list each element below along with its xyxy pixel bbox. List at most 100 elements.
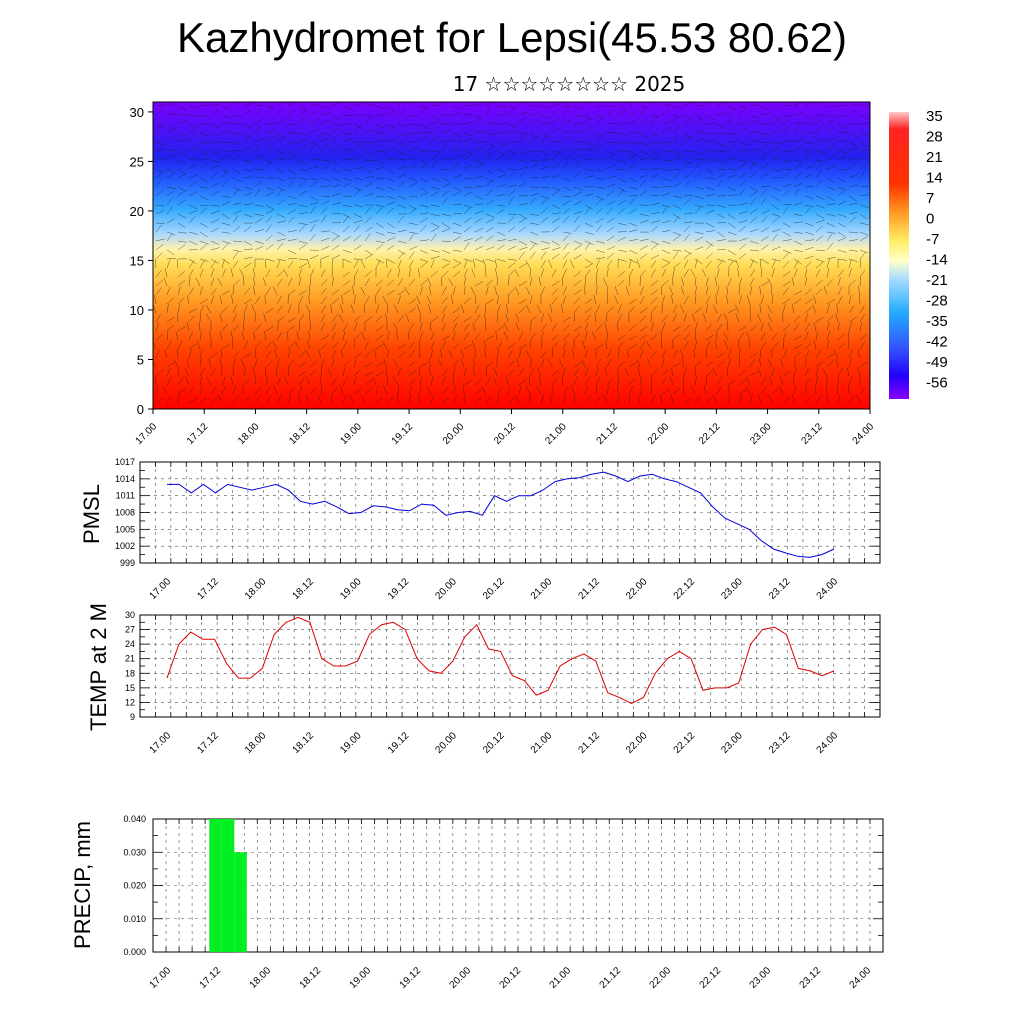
wind-barb: [650, 150, 660, 155]
wind-barb: [408, 350, 415, 359]
wind-barb: [463, 242, 470, 251]
wind-barb: [155, 222, 165, 224]
temp-x-tick-label: 19.12: [386, 730, 412, 756]
wind-barb: [408, 268, 411, 278]
precip-x-tick-label: 21.00: [548, 965, 574, 991]
wind-barb: [636, 259, 641, 269]
wind-barb: [628, 277, 631, 287]
wind-barb: [287, 367, 289, 377]
wind-barb: [680, 304, 685, 314]
wind-barb: [210, 287, 218, 296]
temp-x-tick-label: 17.00: [148, 730, 174, 756]
wind-barb: [617, 122, 627, 125]
wind-barb: [848, 322, 852, 332]
precip-bar: [234, 852, 247, 953]
wind-barb: [309, 368, 316, 377]
wind-barb: [507, 171, 515, 179]
wind-barb: [155, 314, 162, 323]
wind-barb: [793, 335, 802, 341]
wind-barb: [485, 132, 495, 136]
wind-barb: [199, 322, 201, 332]
wind-barb: [254, 181, 263, 188]
wind-barb: [327, 368, 333, 377]
wind-barb: [199, 304, 205, 314]
wind-barb: [837, 394, 841, 404]
wind-barb: [221, 222, 231, 226]
wind-barb: [331, 212, 341, 215]
wind-barb: [265, 376, 268, 386]
wind-barb: [782, 126, 790, 134]
wind-barb: [199, 207, 207, 215]
colorbar-label: -28: [926, 293, 948, 310]
wind-barb: [507, 295, 510, 305]
wind-barb: [252, 268, 256, 278]
wind-barb: [408, 164, 417, 170]
wind-barb: [837, 231, 846, 238]
wind-barb: [283, 269, 289, 278]
wind-barb: [573, 244, 582, 251]
wind-barb: [452, 132, 462, 138]
wind-barb: [639, 179, 646, 188]
wind-barb: [815, 219, 825, 224]
wind-barb: [690, 385, 696, 395]
pmsl-y-tick-label: 1014: [115, 474, 135, 484]
wind-barb: [562, 234, 570, 242]
wind-barb: [614, 295, 619, 305]
wind-barb: [353, 123, 363, 129]
wind-barb: [683, 150, 693, 152]
wind-barb: [826, 231, 836, 234]
heatmap-x-tick-label: 20.12: [492, 421, 518, 447]
wind-barb: [694, 138, 704, 143]
wind-barb: [419, 258, 429, 263]
wind-barb: [595, 132, 605, 137]
wind-barb: [419, 123, 428, 129]
wind-barb: [694, 117, 702, 125]
wind-barb: [372, 376, 377, 386]
wind-barb: [393, 304, 399, 314]
wind-barb: [650, 369, 658, 377]
pmsl-x-tick-label: 23.00: [719, 576, 745, 602]
wind-barb: [419, 362, 428, 368]
wind-barb: [848, 358, 852, 368]
wind-barb: [221, 170, 228, 179]
wind-barb: [481, 385, 487, 395]
wind-barb: [430, 114, 439, 121]
wind-barb: [364, 254, 373, 260]
wind-barb: [298, 204, 308, 208]
wind-barb: [320, 105, 330, 109]
wind-barb: [408, 323, 415, 332]
wind-barb: [428, 367, 432, 377]
wind-barb: [757, 313, 762, 323]
wind-barb: [760, 332, 766, 341]
wind-barb: [386, 147, 396, 152]
wind-barb: [804, 195, 814, 200]
wind-barb: [650, 114, 660, 118]
wind-barb: [606, 150, 616, 156]
wind-barb: [837, 104, 847, 107]
wind-barb: [298, 181, 307, 188]
wind-barb: [639, 238, 649, 242]
wind-barb: [485, 102, 495, 107]
wind-barb: [485, 107, 492, 116]
wind-barb: [188, 308, 197, 314]
wind-barb: [826, 304, 830, 314]
temp-x-tick-label: 21.12: [576, 730, 602, 756]
wind-barb: [408, 182, 418, 188]
wind-barb: [496, 208, 505, 215]
wind-barb: [661, 369, 669, 377]
wind-barb: [848, 331, 850, 341]
wind-barb: [749, 371, 758, 377]
wind-barb: [857, 286, 861, 296]
wind-barb: [298, 351, 306, 359]
wind-barb: [305, 349, 311, 359]
temp-y-tick-label: 9: [130, 712, 135, 722]
precip-x-tick-label: 19.00: [348, 965, 374, 991]
wind-barb: [177, 199, 186, 206]
wind-barb: [584, 314, 591, 323]
pmsl-series-line: [167, 471, 835, 558]
wind-barb: [206, 305, 212, 314]
wind-barb: [661, 376, 667, 386]
wind-barb: [276, 118, 285, 125]
wind-barb: [155, 108, 163, 116]
